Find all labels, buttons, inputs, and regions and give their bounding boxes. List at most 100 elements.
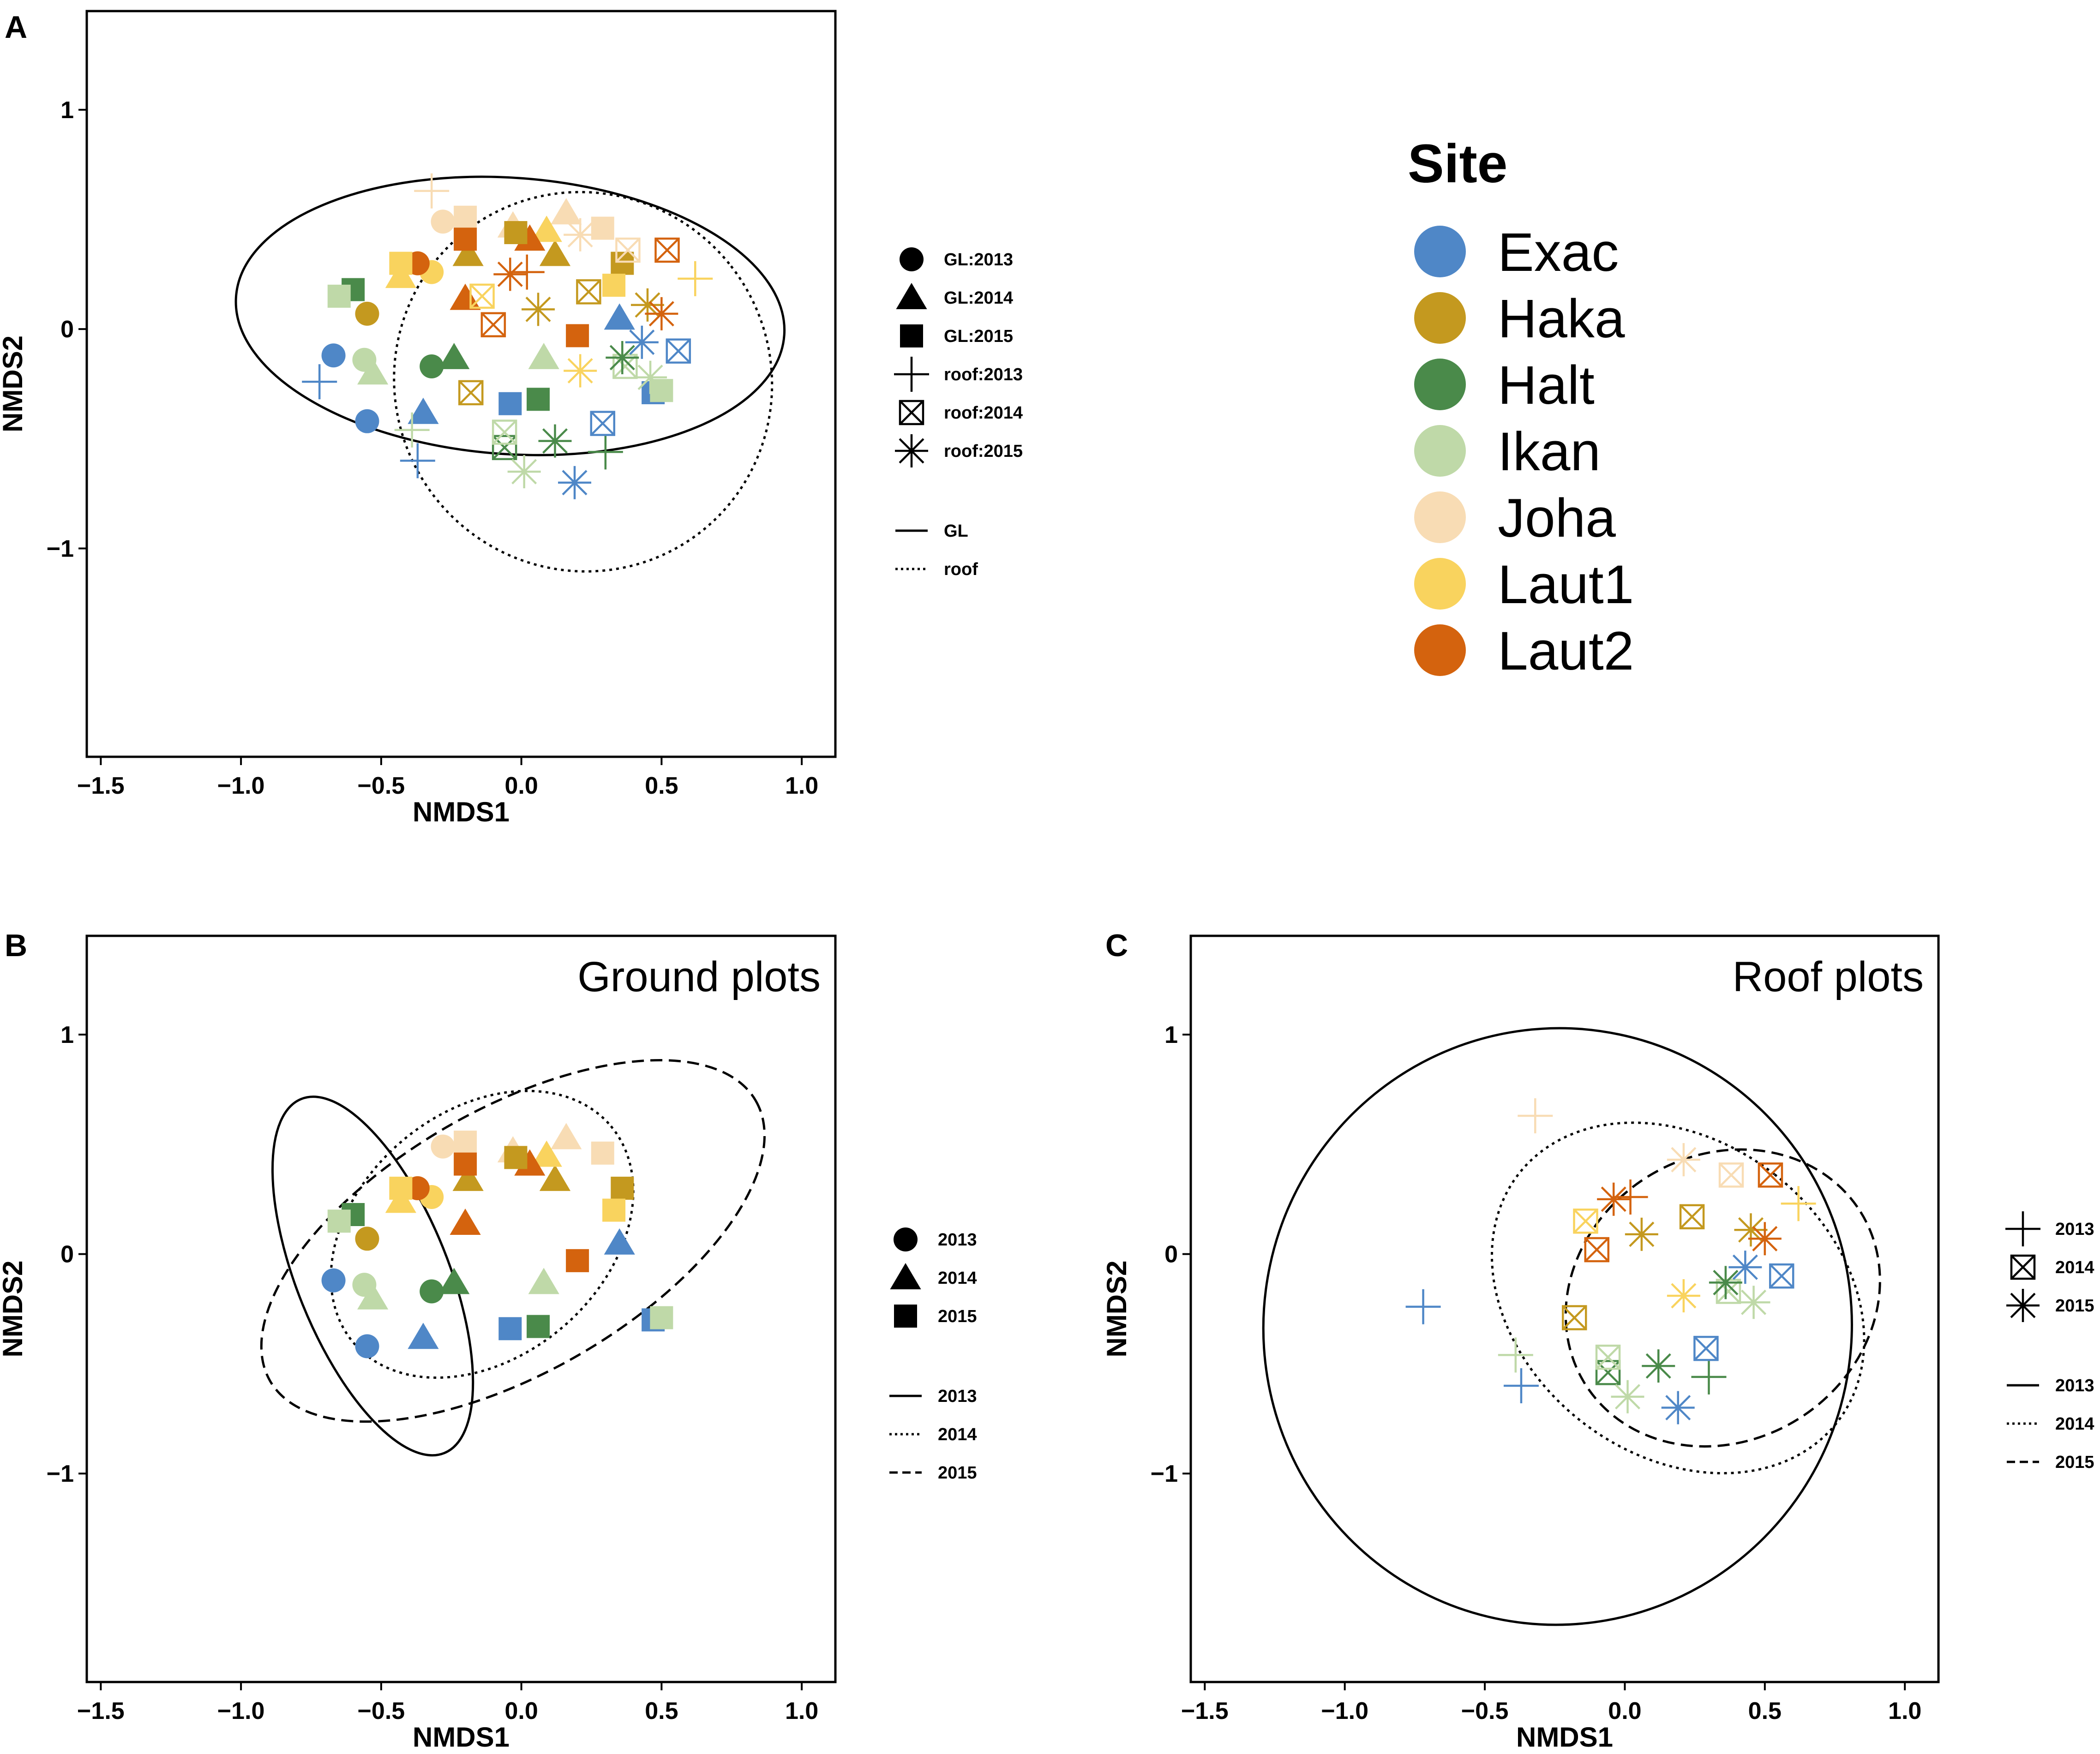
point-laut1-square bbox=[389, 251, 413, 275]
point-exac-circle bbox=[321, 1268, 346, 1293]
legend-line-label: roof bbox=[944, 560, 978, 579]
marker-plus bbox=[400, 443, 435, 479]
legend-line-label: 2013 bbox=[938, 1387, 977, 1406]
x-tick-label: 0.0 bbox=[504, 1698, 538, 1724]
point-haka-boxx bbox=[576, 279, 601, 305]
legend-label: 2015 bbox=[2055, 1296, 2094, 1316]
point-ikan-triangle bbox=[528, 1268, 559, 1294]
legend-line-label: 2014 bbox=[2055, 1414, 2094, 1434]
point-exac-plus bbox=[1503, 1368, 1539, 1403]
marker-circle bbox=[894, 1227, 918, 1251]
marker-box-cross bbox=[576, 279, 601, 304]
point-laut1-plus bbox=[678, 261, 713, 296]
marker-square bbox=[327, 1209, 351, 1233]
marker-plus bbox=[394, 412, 430, 448]
panel-letter: A bbox=[5, 10, 27, 45]
point-exac-star bbox=[558, 466, 592, 499]
marker-box-cross bbox=[458, 380, 483, 405]
marker-square bbox=[504, 1146, 528, 1169]
x-tick-label: −0.5 bbox=[1461, 1698, 1509, 1724]
point-haka-boxx bbox=[1679, 1204, 1705, 1230]
ellipse-2015 bbox=[1564, 1148, 1881, 1448]
point-laut2-square bbox=[454, 227, 477, 251]
marker-box bbox=[458, 380, 484, 406]
marker-star bbox=[1737, 1286, 1770, 1319]
marker-circle bbox=[355, 409, 379, 433]
marker-plus bbox=[302, 364, 337, 400]
point-exac-square bbox=[498, 1317, 522, 1341]
panel-b: B Ground plots −1.5 −1.0 −0.5 0.0 0.5 1.0 1 0 −1 NM… bbox=[0, 928, 977, 1753]
point-exac-circle bbox=[355, 1334, 379, 1359]
marker-triangle bbox=[604, 303, 635, 330]
site-label-halt: Halt bbox=[1498, 355, 1595, 416]
marker-box-cross bbox=[1693, 1336, 1718, 1361]
legend-label: 2014 bbox=[938, 1269, 977, 1288]
point-laut2-square bbox=[566, 324, 589, 347]
marker-plus bbox=[414, 173, 450, 209]
legend-key-circle bbox=[900, 247, 924, 271]
marker-plus bbox=[588, 434, 623, 470]
point-haka-boxx bbox=[458, 380, 484, 406]
marker-triangle bbox=[551, 1123, 582, 1149]
point-haka-boxx bbox=[1561, 1305, 1587, 1330]
point-laut2-triangle bbox=[450, 283, 481, 310]
y-axis-title: NMDS2 bbox=[0, 335, 28, 432]
point-ikan-square bbox=[327, 284, 351, 308]
legend-line-label: 2013 bbox=[2055, 1376, 2094, 1395]
marker-box bbox=[666, 338, 691, 364]
point-ikan-star bbox=[1611, 1380, 1644, 1413]
marker-square bbox=[602, 274, 626, 297]
x-tick-label: −1.5 bbox=[77, 772, 125, 799]
marker-triangle bbox=[408, 397, 439, 424]
point-laut1-boxx bbox=[1573, 1209, 1598, 1234]
point-exac-plus bbox=[400, 443, 435, 479]
point-halt-triangle bbox=[438, 342, 470, 369]
marker-star bbox=[1734, 1213, 1768, 1247]
marker-star bbox=[606, 341, 639, 374]
marker-circle bbox=[420, 354, 444, 378]
x-tick-label: 0.5 bbox=[1748, 1698, 1782, 1724]
marker-triangle bbox=[438, 342, 470, 369]
marker-plus bbox=[509, 254, 545, 290]
marker-box-cross bbox=[1562, 1305, 1587, 1330]
point-joha-triangle bbox=[551, 1123, 582, 1149]
marker-square bbox=[498, 1317, 522, 1341]
marker-plus bbox=[2005, 1211, 2040, 1246]
marker-box bbox=[654, 237, 680, 263]
marker-star bbox=[895, 434, 928, 467]
point-ikan-boxx bbox=[492, 419, 517, 445]
x-tick-label: 0.0 bbox=[504, 772, 538, 799]
point-haka-triangle bbox=[539, 1164, 571, 1191]
point-laut2-boxx bbox=[654, 237, 680, 263]
marker-square bbox=[611, 1176, 634, 1200]
legend-key-plus bbox=[894, 357, 929, 392]
point-laut2-star bbox=[1597, 1182, 1631, 1216]
legend-line-label: 2015 bbox=[2055, 1453, 2094, 1472]
marker-star bbox=[1709, 1266, 1742, 1299]
legend-line-label: 2015 bbox=[938, 1463, 977, 1483]
point-haka-star bbox=[630, 288, 664, 322]
point-laut2-square bbox=[566, 1249, 589, 1272]
marker-square bbox=[504, 221, 528, 245]
marker-star bbox=[538, 424, 572, 458]
marker-square bbox=[454, 1131, 477, 1154]
marker-plus bbox=[1405, 1289, 1441, 1324]
y-tick-label: 1 bbox=[1164, 1022, 1178, 1048]
x-tick-label: 0.5 bbox=[645, 1698, 678, 1724]
marker-star bbox=[1597, 1182, 1631, 1216]
legend-label: 2014 bbox=[2055, 1258, 2094, 1277]
marker-triangle bbox=[539, 239, 571, 266]
marker-star bbox=[2006, 1289, 2040, 1322]
marker-triangle bbox=[531, 1140, 562, 1167]
x-tick-label: 0.5 bbox=[645, 772, 678, 799]
ellipse-roof bbox=[393, 191, 774, 573]
point-ikan-star bbox=[1737, 1286, 1770, 1319]
point-exac-triangle bbox=[604, 303, 635, 330]
marker-square bbox=[566, 1249, 589, 1272]
shape-legend: 2013 2014 2015 2013 2014 2015 bbox=[2005, 1211, 2094, 1472]
marker-box-cross bbox=[1596, 1345, 1620, 1370]
ellipse-2014 bbox=[1490, 1121, 1866, 1475]
x-tick-label: 1.0 bbox=[785, 772, 818, 799]
point-joha-triangle bbox=[551, 198, 582, 225]
x-tick-label: −1.0 bbox=[1321, 1698, 1368, 1724]
